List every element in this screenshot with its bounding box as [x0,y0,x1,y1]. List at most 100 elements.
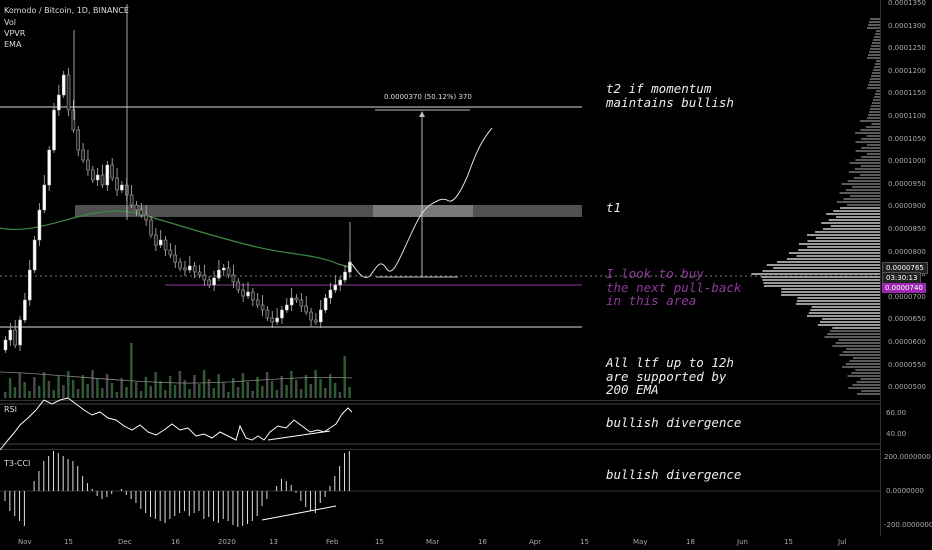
candle-body [299,299,304,307]
volume-bar [193,375,196,398]
price-axis-label: 0.0001000 [888,157,926,166]
vpvr-bar [861,156,880,158]
ema-line [0,210,353,269]
indicator-vol[interactable]: Vol [4,18,16,27]
candle-body [343,271,347,281]
volume-bar [275,390,279,398]
candle-body [13,329,17,346]
price-axis-label: 0.0000500 [888,383,926,392]
candle-body [76,129,80,151]
vpvr-bar [845,363,880,365]
vpvr-bar [776,261,880,263]
vpvr-bar [869,111,880,113]
vpvr-bar [847,180,880,182]
candle-body [37,209,42,241]
price-axis-label: 0.0001250 [888,44,926,53]
volume-bar [251,391,254,398]
rsi-axis-label: 40.00 [886,430,907,438]
volume-bar [47,381,51,398]
vpvr-bar [828,219,880,221]
vpvr-bar [822,318,880,320]
candle-body [338,279,342,286]
candle-body [158,239,163,246]
rsi-pane-label[interactable]: RSI [4,405,17,414]
vpvr-bar [807,246,880,248]
price-axis-label: 0.0001100 [888,112,926,120]
vpvr-bar [866,153,880,155]
candle-body [100,174,105,186]
volume-bar [241,373,245,398]
candle-body [197,271,202,276]
vpvr-bar [856,393,880,395]
vpvr-bar [853,177,880,179]
vpvr-bar [871,123,880,125]
vpvr-bar [751,273,880,275]
price-axis-label: 0.0001150 [888,89,926,98]
candle-body [304,305,308,313]
candle-body [265,309,270,319]
rsi-line [0,397,353,451]
vpvr-bar [875,93,880,95]
vpvr-bar [874,36,880,38]
volume-bar [207,379,211,398]
time-axis-label: 16 [478,538,487,546]
volume-bar [18,373,22,398]
candle-body [289,297,294,306]
price-axis-label: 0.0000550 [888,360,926,369]
cci-pane-label[interactable]: T3-CCI [4,459,31,468]
candle-body [275,317,279,323]
candle-body [309,311,313,321]
candle-body [260,304,265,311]
volume-bar [91,370,94,398]
volume-bar [236,387,240,398]
vpvr-bar [861,147,880,149]
price-axis-label: 0.0000650 [888,315,926,324]
time-axis-label: 13 [269,538,278,546]
vpvr-bar [866,126,880,128]
vpvr-bar [836,201,880,203]
vpvr-bar [827,333,880,335]
volume-bar [33,377,36,398]
volume-bar [333,383,337,398]
volume-bar [222,383,225,398]
candle-body [192,265,197,273]
vpvr-bar [855,159,880,161]
candle-body [28,269,32,301]
vpvr-bar [789,252,880,254]
volume-bar [183,380,186,398]
vpvr-bar [873,69,880,71]
volume-bar [265,372,269,398]
candle-body [236,281,241,291]
vpvr-bar [845,189,880,191]
vpvr-bar [876,30,880,32]
vpvr-bar [866,144,880,146]
volume-bar [57,376,60,398]
volume-bar [37,386,41,398]
vpvr-bar [847,375,880,377]
vpvr-bar [855,369,880,371]
candle-body [71,109,76,131]
vpvr-bar [870,18,880,20]
vpvr-bar [851,372,880,374]
time-axis-label: Nov [18,538,32,546]
volume-bar [8,378,12,398]
candle-body [280,309,284,319]
vpvr-bar [860,165,880,167]
vpvr-bar [874,96,880,98]
vpvr-bar [876,60,880,62]
vpvr-bar [855,150,880,152]
vpvr-bar [868,54,880,56]
rsi-divergence-line [267,430,331,441]
vpvr-bar [843,198,880,200]
indicator-vpvr[interactable]: VPVR [4,29,26,38]
vpvr-bar [807,240,880,242]
candle-body [188,265,192,271]
indicator-ema[interactable]: EMA [4,40,22,49]
vpvr-bar [870,48,880,50]
vpvr-bar [835,342,880,344]
candle-body [241,289,245,297]
vpvr-bar [870,78,880,80]
vpvr-bar [860,129,880,131]
vpvr-bar [855,132,880,134]
